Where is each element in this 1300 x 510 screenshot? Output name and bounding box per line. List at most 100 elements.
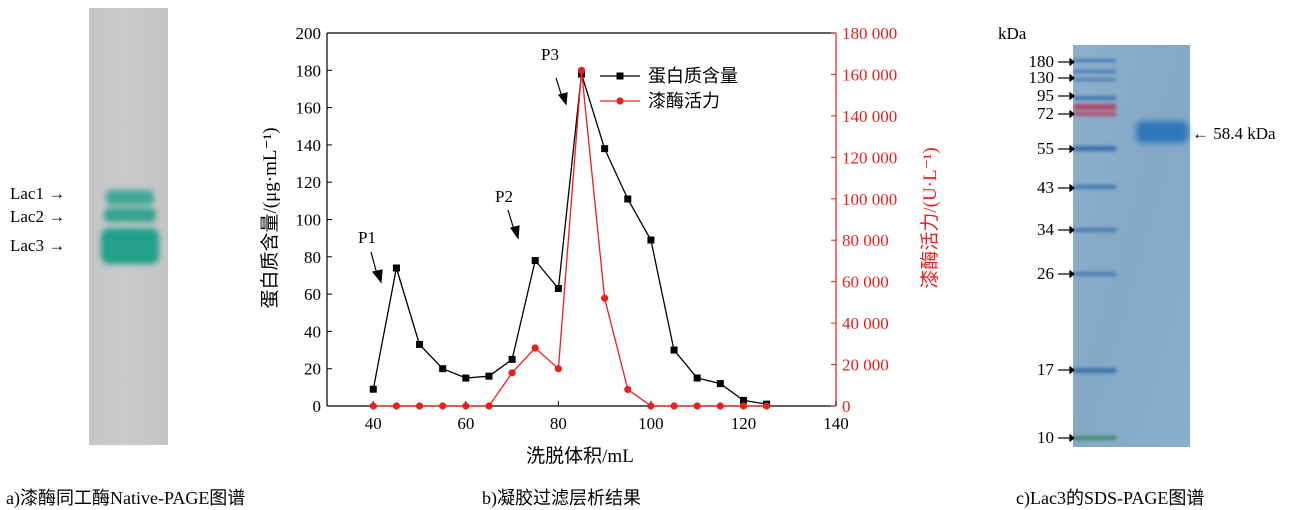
- p1-arrow-head: [371, 269, 383, 284]
- lac1-label: Lac1 →: [10, 184, 66, 203]
- marker-180: 180: [1028, 52, 1055, 71]
- lac2-label: Lac2 →: [10, 207, 66, 226]
- series-line-2: [373, 70, 767, 407]
- activity-point: [415, 402, 424, 410]
- lac1-band: [106, 190, 154, 205]
- series-line-1: [372, 73, 767, 405]
- marker-10: 10: [1037, 428, 1054, 447]
- x-tick-label: 40: [365, 414, 382, 433]
- x-tick-label: 60: [457, 414, 474, 433]
- marker-130: 130: [1028, 68, 1055, 87]
- protein-point: [647, 236, 655, 244]
- y-tick-label: 80: [304, 248, 321, 267]
- y2-tick-label: 160 000: [842, 65, 897, 84]
- gel-filtration-chart: 0 20 40 60 80 100 120 140 160 180 200 0 20 000 40 000…: [259, 24, 941, 467]
- activity-point: [577, 66, 586, 74]
- activity-point: [508, 369, 516, 377]
- protein-point: [739, 396, 747, 404]
- protein-point: [716, 380, 724, 388]
- marker-43: 43: [1037, 178, 1054, 197]
- y2-tick-label: 80 000: [842, 231, 889, 250]
- y-tick-label: 120: [296, 173, 322, 192]
- protein-point: [601, 145, 609, 153]
- activity-point: [554, 365, 562, 373]
- activity-point: [439, 402, 447, 410]
- peak-arrows: [370, 77, 568, 284]
- y2-tick-label: 140 000: [842, 107, 897, 126]
- panel-a-caption: a)漆酶同工酶Native-PAGE图谱: [6, 488, 246, 508]
- panel-c-sds-page: kDa 180 130 95 72 55 43 34 26 17 10 ← 58…: [970, 0, 1300, 508]
- legend-label-1: 蛋白质含量: [648, 66, 738, 86]
- y-axis-title: 蛋白质含量/(μg·mL⁻¹): [259, 127, 281, 308]
- activity-point: [392, 402, 401, 410]
- sds-page-gel-image: [1058, 45, 1190, 447]
- legend-label-2: 漆酶活力: [648, 91, 720, 111]
- peak-label-p1: P1: [358, 228, 376, 247]
- y2-axis-title: 漆酶活力/(U·L⁻¹): [919, 147, 941, 288]
- protein-point: [693, 374, 701, 382]
- y2-tick-label: 60 000: [842, 273, 889, 292]
- activity-point: [369, 402, 377, 410]
- x-tick-label: 120: [731, 414, 757, 433]
- y-tick-label: 20: [304, 360, 321, 379]
- marker-26: 26: [1037, 264, 1054, 283]
- marker-55: 55: [1037, 139, 1054, 158]
- marker-72: 72: [1037, 104, 1054, 123]
- kda-unit-label: kDa: [998, 24, 1027, 43]
- legend-marker-1: [616, 72, 624, 80]
- protein-point: [485, 372, 493, 380]
- y2-tick-label: 20 000: [842, 356, 889, 375]
- protein-point: [369, 385, 377, 393]
- protein-point: [670, 346, 678, 354]
- lac2-band: [104, 208, 156, 222]
- protein-point: [554, 285, 562, 293]
- peak-label-p2: P2: [495, 187, 513, 206]
- p2-arrow-head: [510, 225, 520, 240]
- x-tick-label: 140: [823, 414, 849, 433]
- marker-95: 95: [1037, 86, 1054, 105]
- activity-point: [485, 402, 493, 410]
- p3-arrow-head: [557, 92, 568, 106]
- protein-point: [439, 365, 447, 373]
- x-tick-label: 100: [638, 414, 664, 433]
- x-tick-label: 80: [550, 414, 567, 433]
- protein-point: [392, 264, 400, 272]
- panel-a-native-page: Lac1 → Lac2 → Lac3 → a)漆酶同工酶Native-PAGE图…: [0, 0, 300, 508]
- activity-point: [693, 402, 701, 410]
- activity-point: [624, 385, 632, 394]
- marker-17: 17: [1037, 360, 1054, 379]
- y2-tick-label: 0: [842, 397, 851, 416]
- protein-point: [508, 355, 516, 363]
- marker-34: 34: [1037, 220, 1054, 239]
- peak-label-p3: P3: [541, 45, 559, 64]
- activity-point: [601, 294, 609, 302]
- activity-point: [762, 402, 771, 410]
- y2-tick-label: 100 000: [842, 190, 897, 209]
- y-tick-label: 60: [304, 285, 321, 304]
- protein-point: [462, 374, 470, 382]
- y2-tick-label: 40 000: [842, 314, 889, 333]
- protein-point: [624, 195, 632, 203]
- protein-point: [531, 257, 539, 265]
- x-axis-title: 洗脱体积/mL: [526, 445, 634, 467]
- panel-b-gel-filtration: 0 20 40 60 80 100 120 140 160 180 200 0 20 000 40 000…: [250, 0, 970, 508]
- y-tick-label: 140: [296, 136, 322, 155]
- y-tick-label: 200: [296, 24, 322, 43]
- activity-point: [531, 344, 539, 352]
- panel-b-caption: b)凝胶过滤层析结果: [482, 488, 641, 508]
- y-tick-label: 100: [296, 211, 322, 230]
- protein-point: [416, 340, 424, 348]
- marker-ticks: [1058, 57, 1075, 443]
- panel-c-caption: c)Lac3的SDS-PAGE图谱: [1016, 488, 1205, 508]
- y-tick-label: 40: [304, 322, 321, 341]
- activity-point: [716, 402, 724, 410]
- y2-tick-label: 120 000: [842, 148, 897, 167]
- band-size-label: ← 58.4 kDa: [1192, 124, 1276, 143]
- y-tick-label: 180: [296, 61, 322, 80]
- activity-point: [462, 402, 470, 410]
- lac3-sds-band: [1136, 121, 1188, 143]
- native-page-gel-image: [89, 8, 168, 445]
- y-tick-label: 160: [296, 99, 322, 118]
- y-tick-label: 0: [313, 397, 322, 416]
- lac3-label: Lac3 →: [10, 236, 66, 255]
